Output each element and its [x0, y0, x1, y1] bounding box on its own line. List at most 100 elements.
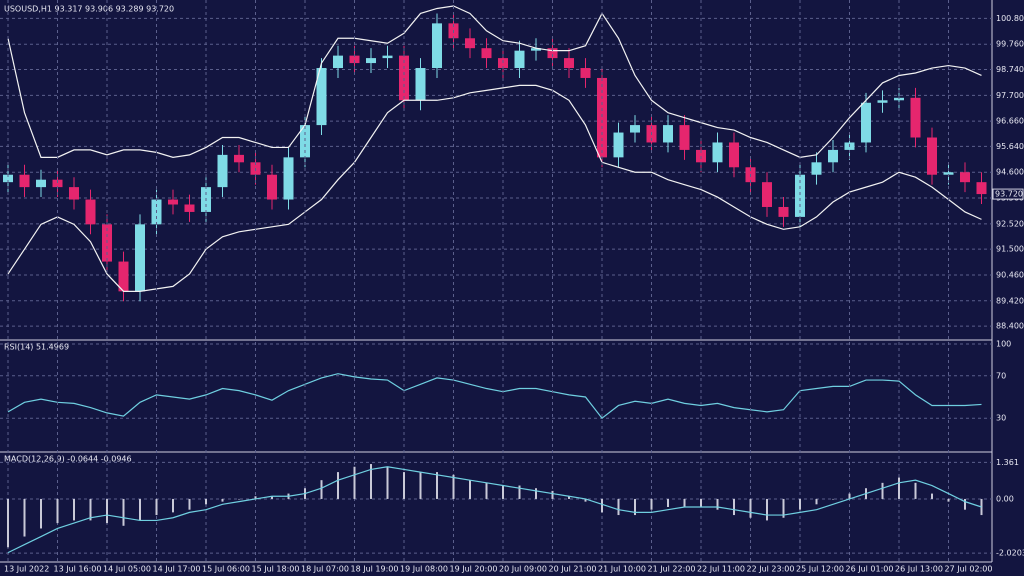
x-tick-label: 13 Jul 2022	[4, 565, 49, 574]
panel-title: RSI(14) 51.4969	[4, 343, 69, 352]
histogram-bar	[617, 498, 620, 516]
histogram-bar	[782, 498, 785, 518]
histogram-bar	[386, 466, 389, 499]
candle-body	[283, 157, 294, 200]
candle-body	[861, 102, 871, 143]
x-tick-label: 14 Jul 05:00	[103, 565, 151, 574]
y-tick-label: 91.500	[996, 245, 1024, 254]
histogram-bar	[799, 498, 801, 510]
candle-body	[828, 149, 838, 163]
y-tick-label: 90.460	[996, 270, 1024, 279]
y-tick-label: 94.600	[996, 168, 1024, 177]
histogram-bar	[667, 498, 669, 507]
histogram-bar	[766, 498, 768, 521]
histogram-bar	[535, 488, 537, 499]
histogram-bar	[815, 498, 818, 505]
candle-body	[613, 132, 624, 158]
histogram-bar	[700, 498, 702, 507]
histogram-bar	[353, 466, 356, 499]
histogram-bar	[650, 498, 653, 510]
histogram-bar	[502, 485, 504, 499]
candle-body	[630, 125, 640, 133]
histogram-bar	[337, 472, 339, 499]
y-tick-label: 92.520	[996, 219, 1024, 228]
candle-body	[531, 48, 541, 51]
histogram-bar	[584, 498, 587, 502]
candle-body	[382, 55, 393, 59]
histogram-bar	[23, 498, 26, 537]
histogram-bar	[568, 496, 570, 499]
candle-body	[118, 261, 129, 292]
indicator-line	[7, 373, 982, 420]
candle-body	[399, 55, 409, 101]
histogram-bar	[551, 490, 554, 499]
histogram-bar	[139, 498, 141, 521]
x-tick-label: 14 Jul 17:00	[153, 565, 201, 574]
candle-body	[580, 68, 591, 78]
histogram-bar	[122, 498, 125, 526]
histogram-bar	[419, 472, 422, 499]
x-tick-label: 21 Jul 10:00	[598, 565, 646, 574]
candle-body	[778, 206, 789, 217]
candle-body	[267, 174, 277, 200]
y-tick-label: 1.361	[996, 458, 1019, 467]
candle-body	[415, 68, 426, 101]
histogram-bar	[848, 493, 851, 499]
candle-body	[943, 172, 954, 175]
histogram-bar	[89, 498, 92, 521]
x-tick-label: 18 Jul 07:00	[301, 565, 349, 574]
x-tick-label: 22 Jul 23:00	[747, 565, 795, 574]
histogram-bar	[7, 498, 9, 548]
x-tick-label: 20 Jul 09:00	[499, 565, 547, 574]
y-tick-label: 88.400	[996, 322, 1024, 331]
histogram-bar	[832, 498, 834, 500]
candle-body	[19, 174, 30, 188]
x-tick-label: 13 Jul 16:00	[54, 565, 102, 574]
histogram-bar	[73, 498, 75, 521]
price-tag-label: 93.720	[995, 190, 1023, 199]
candle-body	[300, 125, 310, 158]
x-tick-label: 21 Jul 22:00	[648, 565, 696, 574]
histogram-bar	[733, 498, 735, 516]
candle-body	[465, 38, 475, 49]
candle-body	[663, 125, 673, 143]
candle-body	[564, 58, 574, 69]
histogram-bar	[518, 485, 521, 499]
candle-body	[316, 68, 327, 126]
x-tick-label: 25 Jul 12:00	[796, 565, 844, 574]
candle-body	[349, 55, 360, 64]
y-tick-label: -2.0203	[996, 549, 1024, 558]
candle-body	[168, 199, 178, 205]
candle-body	[679, 125, 690, 150]
y-tick-label: 95.640	[996, 142, 1024, 151]
candle-body	[762, 182, 772, 207]
x-tick-label: 19 Jul 08:00	[400, 565, 448, 574]
y-tick-label: 98.740	[996, 65, 1024, 74]
x-tick-label: 15 Jul 06:00	[202, 565, 250, 574]
candle-body	[811, 162, 822, 175]
candle-body	[135, 224, 145, 292]
candle-body	[910, 97, 921, 138]
candle-body	[976, 182, 987, 195]
histogram-bar	[947, 498, 950, 502]
candle-body	[52, 179, 63, 188]
candle-body	[85, 199, 96, 225]
candle-body	[36, 179, 46, 188]
y-tick-label: 96.660	[996, 117, 1024, 126]
x-tick-label: 20 Jul 21:00	[549, 565, 597, 574]
y-tick-label: 70	[996, 371, 1006, 380]
histogram-bar	[931, 493, 933, 499]
histogram-bar	[403, 472, 405, 499]
candle-body	[960, 172, 970, 183]
x-tick-label: 26 Jul 01:00	[846, 565, 894, 574]
histogram-bar	[898, 477, 900, 499]
candle-body	[366, 58, 376, 64]
histogram-bar	[469, 480, 471, 499]
histogram-bar	[271, 496, 273, 499]
histogram-bar	[914, 482, 917, 499]
histogram-bar	[452, 474, 455, 499]
histogram-bar	[155, 498, 158, 516]
candle-body	[927, 137, 937, 175]
x-tick-label: 15 Jul 18:00	[252, 565, 300, 574]
